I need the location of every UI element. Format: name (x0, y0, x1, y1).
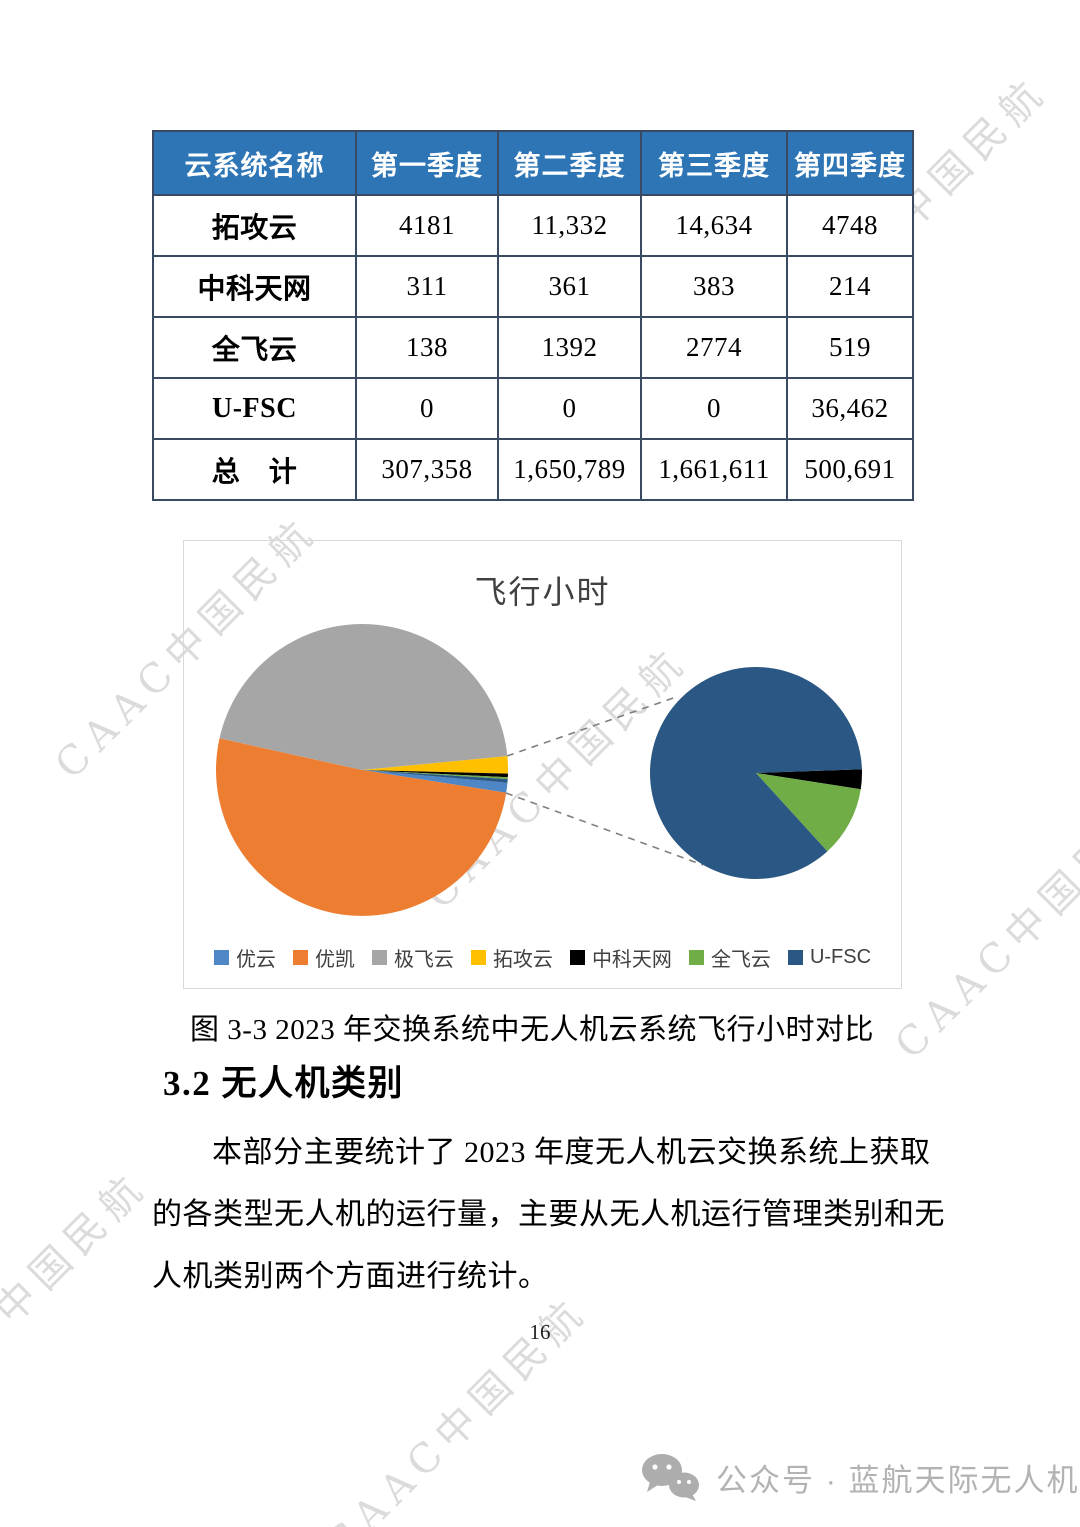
value-cell: 1,650,789 (497, 438, 642, 501)
legend-label: 中科天网 (591, 949, 672, 971)
value-cell: 311 (355, 255, 499, 318)
value-cell: 307,358 (355, 438, 499, 501)
main-pie (216, 623, 509, 916)
legend-item: 全飞云 (688, 943, 771, 972)
secondary-pie (650, 667, 863, 880)
value-cell: 361 (497, 255, 642, 318)
value-cell: 0 (497, 377, 642, 440)
legend-item: 极飞云 (371, 943, 454, 972)
figure-caption: 图 3-3 2023 年交换系统中无人机云系统飞行小时对比 (190, 1014, 874, 1046)
page-number: 16 (529, 1320, 551, 1344)
flight-hours-chart: 飞行小时 优云 优凯 极飞云 拓攻云 中科天网 全飞云 U-FSC (183, 540, 902, 989)
legend-label: 极飞云 (393, 949, 454, 971)
value-cell: 383 (640, 255, 788, 318)
legend-item: 拓攻云 (470, 943, 553, 972)
legend-label: 拓攻云 (492, 949, 553, 971)
value-cell: 36,462 (786, 377, 914, 440)
legend-item: 优凯 (292, 943, 355, 972)
legend-swatch-icon (688, 950, 704, 965)
legend-swatch-icon (569, 950, 585, 965)
pie-slice (362, 756, 509, 774)
body-paragraph: 本部分主要统计了 2023 年度无人机云交换系统上获取 的各类型无人机的运行量，… (152, 1122, 945, 1308)
pie-slice (756, 769, 863, 790)
value-cell: 138 (355, 316, 499, 379)
value-cell: 1,661,611 (640, 438, 788, 501)
column-header: 第四季度 (786, 130, 914, 196)
legend-swatch-icon (371, 950, 387, 965)
legend-label: U-FSC (809, 946, 872, 968)
pie-slice (650, 667, 862, 880)
row-name-cell: 全飞云 (152, 316, 357, 379)
table-row: 拓攻云 4181 11,332 14,634 4748 (152, 194, 914, 257)
pie-slice (362, 770, 508, 783)
legend-swatch-icon (470, 950, 486, 965)
column-header: 云系统名称 (152, 130, 357, 196)
quarterly-flight-hours-table: 云系统名称 第一季度 第二季度 第三季度 第四季度 拓攻云 4181 11,332 14,63… (152, 130, 914, 501)
table-row: 总 计 307,358 1,650,789 1,661,611 500,691 (152, 438, 914, 501)
row-name-cell: 中科天网 (152, 255, 357, 318)
value-cell: 1392 (497, 316, 642, 379)
value-cell: 2774 (640, 316, 788, 379)
footer: 公众号 · 蓝航天际无人机 (640, 1452, 1080, 1502)
pie-slice (362, 770, 508, 793)
pie-slice (362, 770, 508, 778)
table-body: 拓攻云 4181 11,332 14,634 4748 中科天网 311 361 383 214 全… (152, 194, 914, 501)
table-row: U-FSC 0 0 0 36,462 (152, 377, 914, 440)
row-name-cell: U-FSC (152, 377, 357, 440)
footer-label: 公众号 · 蓝航天际无人机 (716, 1462, 1080, 1498)
pie-slice (219, 623, 508, 770)
legend-item: 优云 (213, 943, 276, 972)
pie-slice (362, 770, 508, 780)
value-cell: 0 (640, 377, 788, 440)
table-row: 中科天网 311 361 383 214 (152, 255, 914, 318)
column-header: 第三季度 (640, 130, 788, 196)
value-cell: 4748 (786, 194, 914, 257)
paragraph-line: 的各类型无人机的运行量，主要从无人机运行管理类别和无 (152, 1198, 945, 1231)
row-name-cell: 总 计 (152, 438, 357, 501)
value-cell: 500,691 (786, 438, 914, 501)
legend-item: U-FSC (787, 946, 872, 969)
connector-line-top (506, 695, 680, 757)
pie-slice (756, 773, 861, 852)
chart-legend: 优云 优凯 极飞云 拓攻云 中科天网 全飞云 U-FSC (184, 943, 901, 972)
value-cell: 11,332 (497, 194, 642, 257)
value-cell: 214 (786, 255, 914, 318)
paragraph-line: 本部分主要统计了 2023 年度无人机云交换系统上获取 (212, 1136, 931, 1169)
row-name-cell: 拓攻云 (152, 194, 357, 257)
pie-of-pie-svg (216, 623, 863, 916)
table-row: 全飞云 138 1392 2774 519 (152, 316, 914, 379)
legend-label: 优凯 (314, 949, 355, 971)
column-header: 第二季度 (497, 130, 642, 196)
legend-swatch-icon (787, 950, 803, 965)
legend-label: 优云 (235, 949, 276, 971)
column-header: 第一季度 (355, 130, 499, 196)
chart-title: 飞行小时 (474, 574, 611, 610)
value-cell: 14,634 (640, 194, 788, 257)
value-cell: 0 (355, 377, 499, 440)
paragraph-line: 人机类别两个方面进行统计。 (152, 1260, 549, 1293)
table-header-row: 云系统名称 第一季度 第二季度 第三季度 第四季度 (152, 130, 914, 196)
legend-swatch-icon (213, 950, 229, 965)
legend-swatch-icon (292, 950, 308, 965)
watermark-text: CAAC中国民航 (316, 1287, 598, 1527)
legend-label: 全飞云 (710, 949, 771, 971)
connector-line-bottom (505, 792, 704, 866)
watermark-text: CAAC中国民航 (0, 1162, 158, 1444)
value-cell: 4181 (355, 194, 499, 257)
section-heading: 3.2 无人机类别 (163, 1064, 405, 1103)
pie-slice (216, 738, 507, 916)
legend-item: 中科天网 (569, 943, 672, 972)
value-cell: 519 (786, 316, 914, 379)
wechat-icon (642, 1454, 699, 1501)
